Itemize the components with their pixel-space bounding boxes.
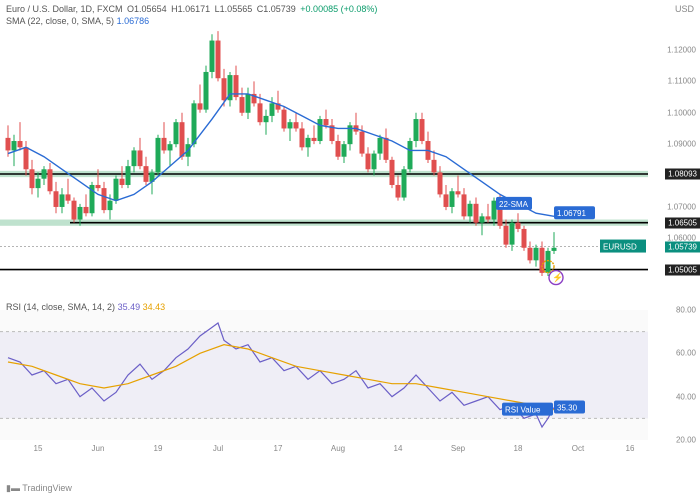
x-tick: Aug — [331, 444, 345, 453]
rsi-label: RSI (14, close, SMA, 14, 2) — [6, 302, 115, 312]
sma-label: SMA (22, close, 0, SMA, 5) — [6, 16, 114, 26]
price-tick: 1.11000 — [668, 77, 696, 86]
x-tick: 17 — [274, 444, 283, 453]
svg-text:RSI Value: RSI Value — [505, 406, 541, 415]
ohlc-h: H1.06171 — [171, 4, 210, 14]
svg-text:1.06791: 1.06791 — [557, 209, 586, 218]
price-tick: 1.10000 — [667, 108, 696, 117]
rsi-val1: 35.49 — [118, 302, 141, 312]
price-level-label: 1.05005 — [665, 264, 700, 275]
x-tick: 16 — [626, 444, 635, 453]
logo-icon: ▮▬ — [6, 483, 20, 493]
svg-text:22-SMA: 22-SMA — [499, 200, 529, 209]
chart-header: Euro / U.S. Dollar, 1D, FXCM O1.05654 H1… — [6, 4, 379, 14]
svg-text:EURUSD: EURUSD — [603, 243, 637, 252]
ohlc-l: L1.05565 — [215, 4, 253, 14]
rsi-tick: 80.00 — [676, 306, 696, 315]
x-tick: Jul — [213, 444, 223, 453]
sma-value: 1.06786 — [117, 16, 150, 26]
price-level-label: 1.05739 — [665, 241, 700, 252]
ohlc-c: C1.05739 — [257, 4, 296, 14]
price-tick: 1.09000 — [667, 140, 696, 149]
ohlc-chg: +0.00085 (+0.08%) — [300, 4, 377, 14]
x-tick: Sep — [451, 444, 465, 453]
x-tick: 14 — [394, 444, 403, 453]
x-tick: 15 — [34, 444, 43, 453]
svg-text:35.30: 35.30 — [557, 404, 578, 413]
price-level-label: 1.06505 — [665, 217, 700, 228]
footer-text: TradingView — [22, 483, 72, 493]
price-level-label: 1.08093 — [665, 168, 700, 179]
currency-label: USD — [675, 4, 694, 14]
pair-title: Euro / U.S. Dollar, 1D, FXCM — [6, 4, 123, 14]
rsi-y-axis: 80.0060.0040.0020.00 — [648, 310, 700, 440]
ohlc-o: O1.05654 — [127, 4, 167, 14]
x-tick: Jun — [92, 444, 105, 453]
svg-text:⚡: ⚡ — [552, 272, 563, 284]
price-tick: 1.07000 — [667, 202, 696, 211]
tradingview-logo: ▮▬ TradingView — [6, 483, 72, 494]
rsi-tick: 40.00 — [676, 392, 696, 401]
x-axis: 15 Jun 19 Jul 17 Aug 14 Sep 18 Oct 16 — [0, 442, 648, 460]
sma-header: SMA (22, close, 0, SMA, 5) 1.06786 — [6, 16, 149, 26]
rsi-val2: 34.43 — [143, 302, 166, 312]
price-tick: 1.12000 — [667, 45, 696, 54]
rsi-tick: 60.00 — [676, 349, 696, 358]
x-tick: 18 — [514, 444, 523, 453]
price-panel[interactable]: 22-SMA 1.06791 EURUSD ⚡ — [0, 28, 648, 298]
x-tick: Oct — [572, 444, 584, 453]
rsi-panel[interactable]: RSI Value 35.30 — [0, 310, 648, 440]
chart-container: Euro / U.S. Dollar, 1D, FXCM O1.05654 H1… — [0, 0, 700, 500]
rsi-tick: 20.00 — [676, 436, 696, 445]
price-y-axis: 1.120001.110001.100001.090001.080001.070… — [648, 28, 700, 298]
rsi-header: RSI (14, close, SMA, 14, 2) 35.49 34.43 — [6, 302, 165, 312]
x-tick: 19 — [154, 444, 163, 453]
